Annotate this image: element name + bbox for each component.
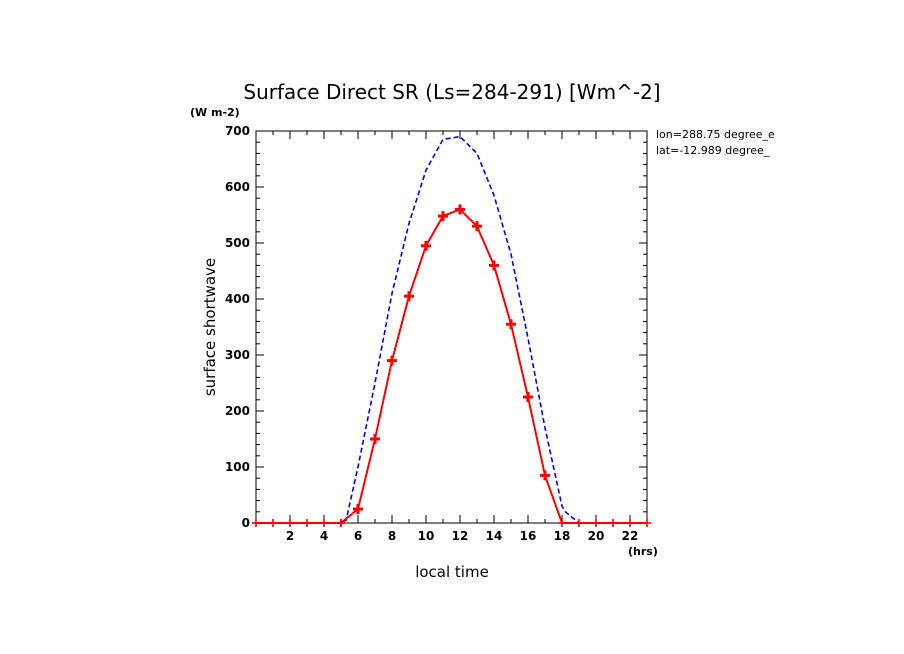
series-line-2: [256, 208, 647, 524]
x-tick-label: 8: [388, 529, 396, 543]
data-point: [489, 260, 499, 271]
x-tick-label: 4: [320, 529, 328, 543]
x-tick-label: 6: [354, 529, 362, 543]
y-tick-label: 600: [225, 180, 250, 194]
y-tick-label: 700: [225, 124, 250, 138]
data-point: [337, 519, 345, 527]
axis-ticks: 2 4 6 8 10 12 14 16 18 20 22 0 100 200 300 400 500 600 700: [225, 124, 648, 543]
data-point: [626, 519, 634, 527]
data-point: [438, 211, 448, 222]
data-point: [404, 291, 414, 302]
y-tick-label: 500: [225, 236, 250, 250]
lon-annotation: lon=288.75 degree_e: [656, 128, 775, 141]
x-tick-label: 20: [588, 529, 605, 543]
y-tick-label: 200: [225, 404, 250, 418]
data-point: [320, 519, 328, 527]
data-point: [575, 519, 583, 527]
x-tick-label: 18: [554, 529, 571, 543]
x-tick-label: 16: [520, 529, 537, 543]
data-point: [286, 519, 294, 527]
data-point: [523, 392, 533, 402]
data-point: [506, 319, 516, 330]
x-axis-label: local time: [415, 563, 489, 581]
data-point: [387, 355, 397, 366]
y-tick-label: 0: [242, 516, 250, 530]
y-axis-label: surface shortwave: [201, 258, 219, 396]
data-point: [609, 519, 617, 527]
chart-title: Surface Direct SR (Ls=284-291) [Wm^-2]: [243, 80, 660, 104]
units-label: (W m-2): [190, 106, 240, 119]
x-tick-label: 2: [286, 529, 294, 543]
y-tick-label: 300: [225, 348, 250, 362]
data-point: [303, 519, 311, 527]
data-point: [558, 519, 566, 527]
x-tick-label: 22: [622, 529, 639, 543]
y-tick-label: 400: [225, 292, 250, 306]
data-point: [592, 519, 600, 527]
lat-annotation: lat=-12.989 degree_: [656, 144, 770, 157]
data-point: [252, 519, 260, 527]
x-tick-label: 12: [452, 529, 469, 543]
series-line-1: [256, 135, 647, 524]
data-point: [455, 204, 465, 215]
data-point: [421, 240, 431, 251]
data-point: [370, 434, 380, 444]
data-point: [353, 504, 363, 514]
data-point: [643, 519, 651, 527]
x-tick-label: 14: [486, 529, 503, 543]
data-point: [269, 519, 277, 527]
data-point: [540, 470, 550, 481]
data-point: [472, 221, 482, 232]
y-tick-label: 100: [225, 460, 250, 474]
plot-frame: [255, 130, 648, 524]
series-group: [252, 135, 651, 527]
x-units-label: (hrs): [628, 545, 658, 558]
x-tick-label: 10: [418, 529, 435, 543]
